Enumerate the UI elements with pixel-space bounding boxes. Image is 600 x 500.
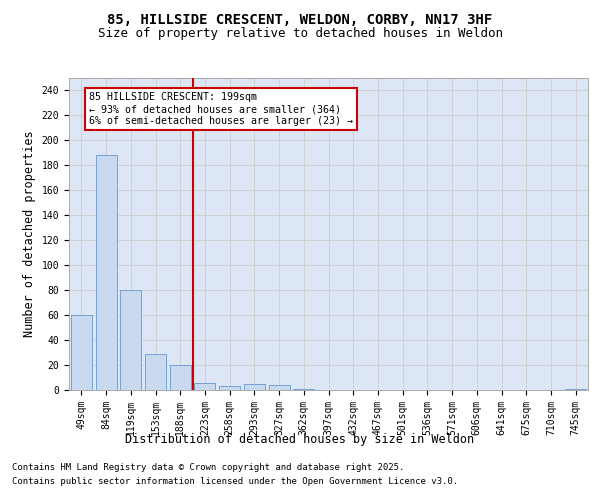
Bar — [145, 354, 166, 390]
Text: 85, HILLSIDE CRESCENT, WELDON, CORBY, NN17 3HF: 85, HILLSIDE CRESCENT, WELDON, CORBY, NN… — [107, 12, 493, 26]
Bar — [269, 385, 290, 390]
Text: Distribution of detached houses by size in Weldon: Distribution of detached houses by size … — [125, 432, 475, 446]
Text: Contains HM Land Registry data © Crown copyright and database right 2025.: Contains HM Land Registry data © Crown c… — [12, 462, 404, 471]
Y-axis label: Number of detached properties: Number of detached properties — [23, 130, 36, 337]
Bar — [194, 382, 215, 390]
Bar — [293, 389, 314, 390]
Bar — [95, 155, 116, 390]
Text: Size of property relative to detached houses in Weldon: Size of property relative to detached ho… — [97, 28, 503, 40]
Text: Contains public sector information licensed under the Open Government Licence v3: Contains public sector information licen… — [12, 478, 458, 486]
Bar — [244, 384, 265, 390]
Bar — [170, 365, 191, 390]
Bar — [565, 389, 586, 390]
Bar — [120, 290, 141, 390]
Text: 85 HILLSIDE CRESCENT: 199sqm
← 93% of detached houses are smaller (364)
6% of se: 85 HILLSIDE CRESCENT: 199sqm ← 93% of de… — [89, 92, 353, 126]
Bar — [71, 315, 92, 390]
Bar — [219, 386, 240, 390]
